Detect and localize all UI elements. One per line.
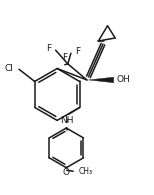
- Text: NH: NH: [60, 116, 74, 125]
- Text: F: F: [75, 47, 81, 56]
- Polygon shape: [88, 77, 114, 83]
- Text: OH: OH: [117, 75, 130, 84]
- Text: F: F: [46, 44, 51, 53]
- Text: CH₃: CH₃: [79, 167, 93, 176]
- Text: O: O: [63, 168, 70, 177]
- Text: F: F: [62, 53, 67, 62]
- Text: Cl: Cl: [4, 64, 13, 73]
